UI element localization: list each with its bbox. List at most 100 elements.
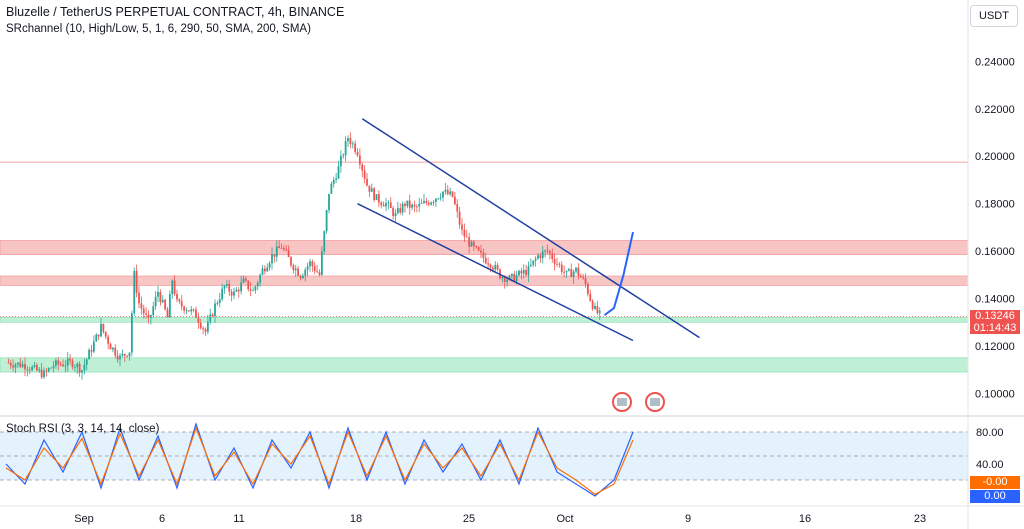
- candle-body-187: [451, 191, 454, 197]
- candle-body-22: [59, 364, 62, 366]
- candle-body-186: [449, 191, 452, 195]
- candle-body-72: [178, 299, 181, 302]
- candle-body-219: [527, 265, 530, 276]
- candle-body-108: [263, 268, 266, 272]
- candle-body-227: [546, 250, 549, 252]
- candle-body-206: [496, 265, 499, 270]
- candle-body-147: [356, 151, 359, 156]
- candle-body-241: [579, 275, 582, 278]
- candle-body-225: [541, 251, 544, 259]
- candle-body-144: [349, 138, 352, 144]
- candle-body-52: [130, 313, 133, 353]
- candle-body-171: [413, 204, 416, 207]
- candle-body-30: [78, 363, 81, 373]
- candle-body-189: [456, 204, 459, 212]
- candle-body-100: [244, 278, 247, 281]
- candle-body-198: [477, 247, 480, 251]
- candle-body-231: [556, 263, 558, 265]
- candle-body-20: [54, 360, 57, 366]
- candle-body-242: [582, 277, 585, 279]
- candle-body-114: [278, 246, 281, 249]
- candle-body-159: [385, 203, 387, 207]
- candle-body-104: [254, 286, 257, 291]
- candle-body-196: [472, 241, 475, 247]
- candle-body-153: [370, 188, 373, 192]
- currency-selector[interactable]: USDT: [970, 5, 1018, 27]
- candle-body-165: [399, 208, 402, 213]
- candle-body-245: [589, 293, 592, 301]
- trend-line-0[interactable]: [361, 118, 700, 339]
- candle-body-244: [586, 283, 589, 294]
- trend-line-1[interactable]: [357, 202, 634, 342]
- candle-body-87: [214, 303, 216, 317]
- candle-body-70: [173, 280, 176, 294]
- candle-body-212: [510, 273, 513, 277]
- candle-body-204: [491, 267, 494, 270]
- candle-body-50: [126, 355, 129, 357]
- rsi-tick-label-0: 80.00: [976, 427, 1004, 439]
- candle-body-113: [275, 246, 278, 257]
- candle-body-149: [361, 164, 364, 171]
- candle-body-197: [475, 246, 478, 248]
- candle-body-120: [292, 265, 295, 271]
- candle-body-58: [145, 313, 148, 315]
- candle-body-53: [133, 270, 136, 314]
- candle-body-150: [363, 170, 366, 179]
- candle-body-66: [164, 299, 167, 310]
- candle-body-103: [252, 290, 254, 292]
- candle-body-93: [228, 284, 231, 292]
- candle-body-228: [548, 251, 551, 254]
- candle-body-155: [375, 194, 378, 200]
- candle-body-25: [66, 358, 69, 366]
- candle-body-161: [389, 202, 392, 209]
- candle-body-40: [102, 323, 105, 332]
- candle-body-183: [442, 191, 444, 198]
- rsi-title: Stoch RSI (3, 3, 14, 14, close): [6, 423, 160, 435]
- candle-body-214: [515, 275, 518, 282]
- candle-body-132: [320, 251, 323, 275]
- candle-body-27: [71, 360, 74, 368]
- candle-body-126: [306, 266, 309, 270]
- candle-body-182: [439, 197, 442, 199]
- candle-body-139: [337, 166, 340, 179]
- candle-body-9: [28, 369, 31, 371]
- candle-body-172: [415, 206, 418, 208]
- candle-body-146: [354, 143, 357, 152]
- candle-body-5: [19, 362, 22, 367]
- us-flag-icon-1: [650, 398, 660, 406]
- price-tick-label-4: 0.16000: [975, 246, 1015, 258]
- candle-body-57: [142, 308, 145, 314]
- candle-body-220: [529, 264, 532, 266]
- chart-title: Bluzelle / TetherUS PERPETUAL CONTRACT, …: [6, 5, 345, 19]
- candle-body-127: [309, 261, 311, 267]
- candle-body-175: [423, 200, 425, 204]
- candle-body-81: [199, 322, 202, 328]
- candle-body-166: [401, 203, 404, 213]
- candle-body-203: [489, 264, 492, 268]
- candle-body-249: [598, 310, 601, 314]
- candle-body-75: [185, 310, 188, 312]
- candle-body-236: [567, 269, 570, 271]
- candle-body-160: [387, 202, 390, 204]
- candle-body-201: [484, 257, 487, 264]
- candle-body-142: [344, 141, 347, 156]
- price-tick-label-3: 0.18000: [975, 199, 1015, 211]
- candle-body-194: [468, 237, 471, 247]
- candle-body-136: [330, 183, 333, 194]
- candle-body-51: [128, 352, 131, 357]
- candle-body-38: [97, 334, 100, 337]
- time-tick-label-5: Oct: [556, 513, 573, 525]
- candle-body-24: [64, 365, 67, 367]
- candle-body-34: [88, 349, 91, 360]
- candle-body-8: [26, 369, 29, 371]
- candle-body-73: [180, 301, 183, 307]
- candle-body-224: [539, 255, 542, 259]
- candle-body-193: [465, 236, 468, 238]
- candle-body-99: [242, 278, 245, 283]
- projection-curve[interactable]: [603, 231, 634, 316]
- candle-body-208: [501, 276, 504, 279]
- candle-body-107: [261, 268, 264, 275]
- candle-body-162: [392, 208, 395, 217]
- candle-body-46: [116, 355, 119, 360]
